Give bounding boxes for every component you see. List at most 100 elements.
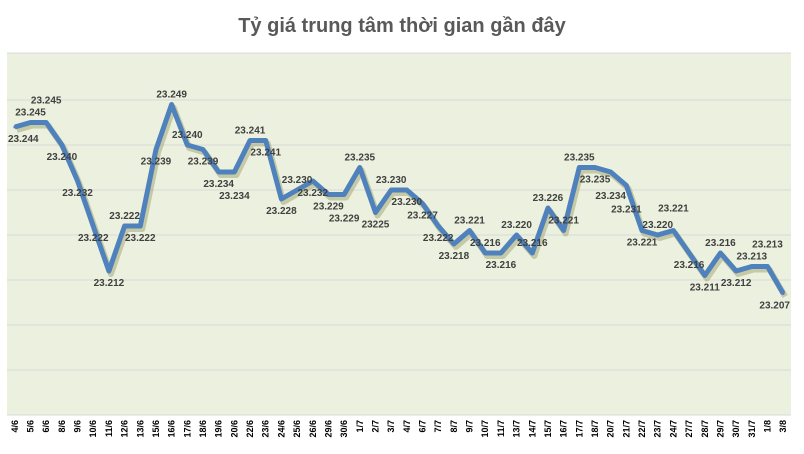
data-point: [421, 202, 425, 205]
data-label: 23.249: [156, 90, 187, 101]
x-tick-label: 1/7: [355, 420, 365, 433]
gridlines: [7, 99, 791, 416]
data-point: [640, 229, 644, 232]
data-point: [326, 193, 330, 196]
x-tick-label: 31/7: [747, 420, 757, 438]
data-label: 23.239: [188, 157, 219, 168]
chart-title: Tỷ giá trung tâm thời gian gần đây: [238, 15, 566, 37]
data-point: [405, 188, 409, 192]
data-label: 23.216: [517, 238, 548, 249]
data-point: [781, 292, 785, 295]
x-tick-label: 18/7: [590, 420, 600, 438]
x-tick-label: 28/7: [700, 420, 710, 438]
data-label: 23.222: [109, 211, 140, 222]
data-label: 23.231: [611, 205, 642, 216]
data-label: 23.212: [721, 278, 752, 289]
x-tick-label: 16/6: [167, 420, 177, 438]
x-tick-label: 22/7: [637, 420, 647, 438]
data-point: [358, 166, 362, 169]
data-label: 23.230: [282, 175, 313, 186]
data-point: [703, 274, 707, 277]
x-tick-label: 3/8: [778, 420, 788, 433]
x-tick-label: 3/7: [386, 420, 396, 433]
x-tick-label: 29/6: [323, 420, 333, 438]
data-label: 23.234: [595, 191, 626, 202]
data-point: [687, 251, 691, 255]
x-tick-label: 17/7: [574, 420, 584, 438]
x-axis-ticks: 4/6 5/6 6/6 8/6 9/6 10/6 11/6 12/6 13/6 15/6 16/6 1…: [10, 420, 788, 438]
data-label: 23.221: [454, 216, 485, 227]
x-tick-label: 24/6: [276, 420, 286, 438]
x-tick-label: 16/7: [559, 420, 569, 438]
data-point: [107, 269, 111, 273]
data-point: [530, 251, 534, 255]
x-tick-label: 30/7: [731, 420, 741, 438]
data-point: [279, 197, 283, 201]
x-tick-label: 23/7: [653, 420, 663, 438]
data-point: [232, 170, 236, 174]
data-point: [609, 170, 613, 174]
x-tick-label: 12/6: [120, 420, 130, 438]
x-tick-label: 11/7: [496, 420, 506, 437]
data-label: 23.222: [78, 233, 109, 244]
data-point: [170, 103, 174, 106]
data-point: [499, 251, 503, 255]
data-point: [577, 166, 581, 169]
data-label: 23.232: [62, 188, 93, 199]
x-tick-label: 15/6: [151, 420, 161, 438]
x-tick-label: 6/6: [41, 420, 51, 433]
x-tick-label: 19/6: [214, 420, 224, 438]
data-label: 23.232: [297, 188, 328, 199]
data-label: 23.244: [8, 134, 39, 145]
data-point: [311, 179, 315, 183]
data-point: [452, 242, 456, 246]
data-point: [185, 143, 189, 147]
data-label: 23.240: [47, 152, 78, 163]
data-point: [593, 166, 597, 169]
data-point: [295, 188, 299, 192]
data-point: [138, 224, 142, 228]
data-label: 23.207: [759, 301, 790, 312]
x-tick-label: 18/6: [198, 420, 208, 438]
data-label: 23.221: [548, 216, 579, 227]
x-tick-label: 7/7: [433, 420, 443, 433]
data-label: 23.228: [266, 206, 297, 217]
data-point: [562, 229, 566, 232]
data-label: 23.245: [15, 108, 46, 119]
x-tick-label: 29/7: [715, 420, 725, 438]
data-label: 23.216: [674, 260, 705, 271]
x-tick-label: 5/6: [26, 420, 36, 433]
x-tick-label: 6/7: [418, 420, 428, 433]
data-label: 23.216: [470, 238, 501, 249]
data-point: [671, 229, 675, 232]
data-point: [201, 148, 205, 151]
x-tick-label: 17/6: [182, 420, 192, 438]
data-label: 23.227: [407, 211, 438, 222]
x-tick-label: 11/6: [104, 420, 114, 437]
x-tick-label: 24/7: [668, 420, 678, 438]
x-tick-label: 26/6: [308, 420, 318, 438]
data-labels: 23.24423.24523.24523.24023.23223.22223.2…: [8, 90, 790, 312]
data-label: 23.234: [203, 179, 234, 190]
data-label: 23.235: [564, 153, 595, 164]
data-label: 23.235: [580, 175, 611, 186]
data-label: 23.230: [392, 197, 423, 208]
data-point: [60, 143, 64, 147]
data-point: [373, 211, 377, 214]
data-label: 23.222: [423, 233, 454, 244]
data-point: [217, 170, 221, 174]
data-label: 23.212: [94, 278, 125, 289]
data-point: [546, 206, 550, 210]
x-tick-label: 8/7: [449, 420, 459, 433]
data-point: [734, 269, 738, 273]
data-point: [13, 125, 17, 129]
x-tick-label: 30/6: [339, 420, 349, 438]
data-label: 23.229: [329, 214, 360, 225]
data-point: [624, 184, 628, 187]
x-tick-label: 8/6: [57, 420, 67, 433]
data-label: 23.245: [31, 96, 62, 107]
x-tick-label: 13/6: [135, 420, 145, 438]
data-label: 23225: [362, 220, 390, 231]
x-tick-label: 21/7: [621, 420, 631, 438]
